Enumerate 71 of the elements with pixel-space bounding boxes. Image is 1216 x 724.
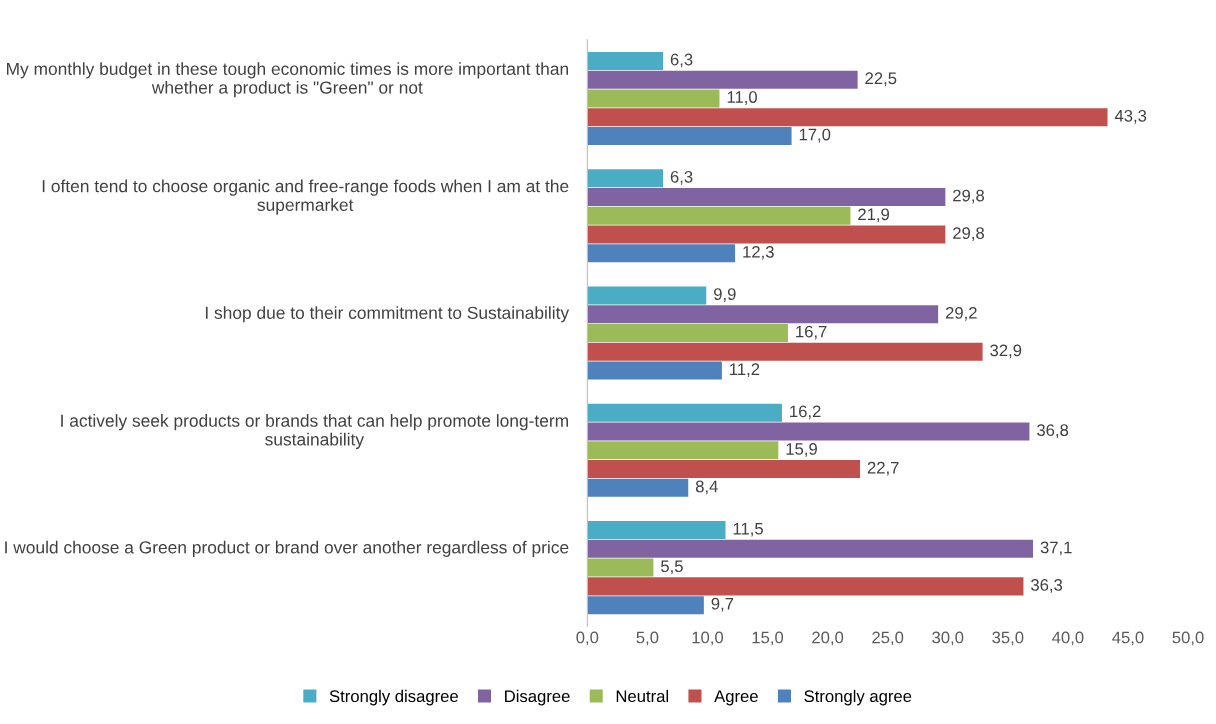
- data-label: 29,8: [953, 189, 985, 204]
- legend-label: Strongly agree: [804, 689, 912, 706]
- x-tick-label: 35,0: [992, 631, 1024, 646]
- bar: [587, 206, 851, 225]
- bar: [587, 521, 726, 540]
- data-label: 37,1: [1040, 541, 1072, 556]
- bar: [587, 187, 946, 206]
- bar: [587, 577, 1024, 596]
- bar: [587, 108, 1108, 127]
- data-label: 36,8: [1037, 424, 1069, 438]
- bar: [587, 169, 664, 188]
- y-tick-label: I would choose a Green product or brand over another regardless of price: [5, 540, 569, 557]
- bar: [587, 342, 983, 361]
- data-label: 29,8: [953, 227, 985, 241]
- data-label: 17,0: [799, 128, 831, 143]
- x-tick-label: 5,0: [636, 631, 659, 646]
- bar: [587, 126, 792, 145]
- data-label: 11,2: [730, 363, 760, 378]
- x-tick-label: 45,0: [1112, 631, 1144, 646]
- bar: [587, 558, 654, 577]
- bar: [587, 51, 664, 70]
- data-label: 6,3: [670, 170, 693, 185]
- data-label: 22,5: [865, 72, 897, 87]
- data-label: 15,9: [786, 443, 817, 457]
- data-label: 22,7: [867, 461, 899, 476]
- bar: [587, 539, 1034, 558]
- x-tick-label: 25,0: [872, 631, 904, 646]
- y-tick-label: I actively seek products or brands that can help promote long-term sustainability: [61, 414, 568, 449]
- bar: [587, 244, 736, 263]
- y-tick-label: I often tend to choose organic and free-range foods when I am at the supermarket: [42, 179, 569, 215]
- bar: [587, 70, 858, 89]
- bar: [587, 460, 861, 479]
- data-label: 29,2: [945, 306, 977, 321]
- legend-label: Agree: [714, 690, 758, 706]
- data-label: 12,3: [743, 245, 774, 260]
- data-label: 11,5: [733, 522, 763, 537]
- bar: [587, 225, 946, 244]
- y-tick-label: My monthly budget in these tough economic times is more important than whether a product is "Green" or not: [7, 62, 568, 98]
- bar: [587, 286, 707, 305]
- data-label: 9,7: [711, 597, 734, 612]
- x-tick-label: 15,0: [752, 631, 784, 646]
- data-label: 11,0: [727, 91, 757, 105]
- data-label: 9,9: [713, 288, 736, 302]
- x-tick-label: 30,0: [932, 631, 964, 646]
- data-label: 16,7: [796, 325, 827, 340]
- bar: [587, 324, 788, 343]
- x-tick-label: 50,0: [1172, 631, 1204, 646]
- data-label: 6,3: [670, 53, 693, 68]
- data-label: 32,9: [990, 344, 1022, 359]
- legend-label: Disagree: [505, 689, 570, 706]
- legend-label: Neutral: [616, 689, 669, 703]
- legend-label: Strongly disagree: [329, 689, 458, 706]
- data-label: 5,5: [661, 560, 683, 575]
- bar: [587, 596, 704, 615]
- data-label: 21,9: [858, 208, 890, 223]
- data-label: 8,4: [695, 480, 718, 495]
- data-label: 16,2: [790, 405, 821, 420]
- x-tick-label: 20,0: [812, 631, 844, 646]
- data-label: 36,3: [1031, 579, 1063, 593]
- y-tick-label: I shop due to their commitment to Sustainability: [205, 306, 570, 323]
- x-tick-label: 40,0: [1052, 631, 1084, 646]
- bar: [587, 422, 1030, 441]
- bar: [587, 89, 720, 108]
- x-tick-label: 0,0: [576, 631, 599, 646]
- x-tick-label: 10,0: [692, 631, 724, 646]
- bar: [587, 441, 779, 460]
- bar: [587, 305, 939, 324]
- bar: [587, 361, 722, 380]
- data-label: 43,3: [1114, 109, 1147, 124]
- bar: [587, 403, 782, 422]
- bar: [587, 478, 689, 497]
